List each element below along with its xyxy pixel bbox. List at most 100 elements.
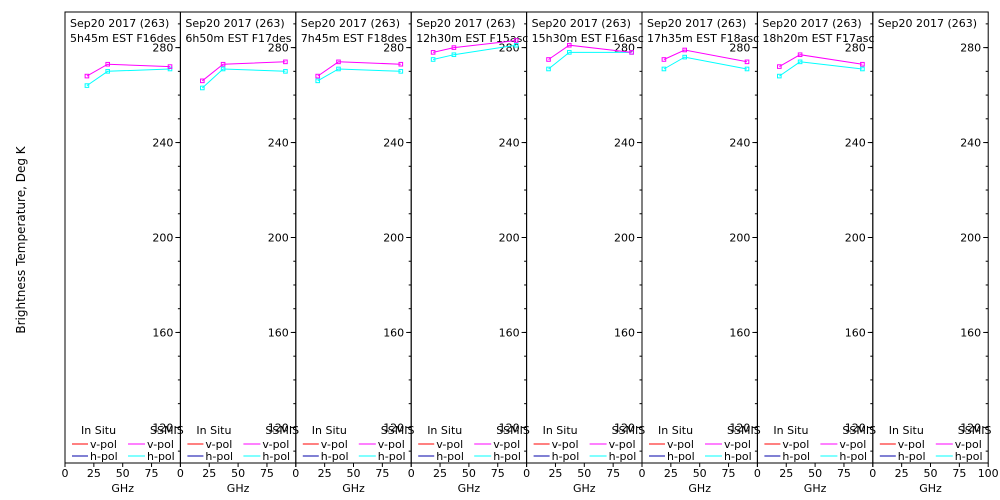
ssmis_h-point — [336, 66, 341, 72]
y-tick-label: 120 — [729, 421, 750, 434]
ssmis_h-line — [201, 68, 286, 89]
x-tick-label: 25 — [664, 467, 678, 480]
ssmis_h-point — [661, 66, 667, 72]
ssmis_h-point — [513, 42, 519, 48]
ssmis_h-point — [220, 66, 226, 72]
ssmis_v-line — [548, 44, 632, 60]
x-axis-label: GHz — [111, 482, 134, 495]
x-tick-label: 75 — [837, 467, 851, 480]
legend-insitu-v-label: v-pol — [321, 438, 348, 451]
x-tick-label: 75 — [722, 467, 736, 480]
panel-date: Sep20 2017 (263) — [532, 17, 631, 30]
x-axis-label: GHz — [458, 482, 481, 495]
ssmis_v-point — [682, 47, 687, 53]
y-tick-label: 240 — [960, 137, 981, 150]
y-tick-label: 120 — [845, 421, 866, 434]
ssmis_h-line — [548, 51, 632, 70]
y-tick-label: 160 — [383, 326, 404, 339]
ssmis_h-point — [200, 85, 205, 91]
legend-insitu-h-label: h-pol — [205, 450, 233, 463]
ssmis_v-point — [629, 50, 634, 55]
ssmis_v-point — [398, 61, 404, 67]
x-tick-label: 75 — [952, 467, 966, 480]
x-tick-label: 50 — [347, 467, 361, 480]
ssmis_v-point — [105, 61, 110, 67]
ssmis_v-point — [200, 78, 205, 84]
panel-1: Sep20 2017 (263) 5h45m EST F16des 120 160 20… — [62, 11, 184, 495]
panel-6: Sep20 2017 (263) 17h35m EST F18asc 120 160 2… — [639, 11, 761, 495]
legend-ssmis-h-label: h-pol — [147, 450, 175, 463]
ssmis_v-point — [661, 57, 667, 62]
x-tick-label: 0 — [177, 467, 184, 480]
ssmis_v-point — [546, 57, 551, 62]
x-tick-label: 25 — [87, 467, 101, 480]
ssmis_v-point — [744, 59, 750, 65]
legend-ssmis-header: SSMIS — [381, 424, 415, 437]
ssmis_h-point — [566, 50, 572, 55]
x-tick-label: 75 — [606, 467, 620, 480]
x-tick-label: 25 — [202, 467, 216, 480]
ssmis_h-point — [777, 73, 782, 79]
legend-insitu-header: In Situ — [543, 424, 578, 437]
legend-ssmis-header: SSMIS — [727, 424, 761, 437]
legend-ssmis-header: SSMIS — [612, 424, 646, 437]
x-tick-label: 0 — [869, 467, 876, 480]
panel-time-sat: 6h50m EST F17des — [185, 32, 291, 45]
legend-ssmis-h-label: h-pol — [839, 450, 867, 463]
panel-date: Sep20 2017 (263) — [762, 17, 861, 30]
y-tick-label: 160 — [268, 326, 289, 339]
x-tick-label: 50 — [693, 467, 707, 480]
ssmis_h-point — [797, 59, 803, 65]
y-tick-label: 160 — [614, 326, 635, 339]
y-tick-label: 240 — [383, 137, 404, 150]
x-tick-label: 25 — [318, 467, 332, 480]
x-tick-label: 100 — [978, 467, 999, 480]
ssmis_h-point — [283, 69, 288, 74]
legend-insitu-header: In Situ — [773, 424, 808, 437]
ssmis_v-point — [84, 73, 90, 79]
legend-ssmis-v-label: v-pol — [839, 438, 866, 451]
panel-time-sat: 17h35m EST F18asc — [647, 32, 759, 45]
panel-date: Sep20 2017 (263) — [416, 17, 515, 30]
ssmis_h-line — [663, 56, 748, 70]
x-tick-label: 50 — [231, 467, 245, 480]
y-tick-label: 200 — [268, 232, 289, 245]
ssmis_v-line — [201, 61, 286, 82]
y-tick-label: 240 — [614, 137, 635, 150]
y-tick-label: 120 — [614, 421, 635, 434]
legend-insitu-h-label: h-pol — [90, 450, 118, 463]
panel-time-sat: 18h20m EST F17asc — [762, 32, 874, 45]
legend-ssmis-h-label: h-pol — [724, 450, 752, 463]
legend-insitu-h-label: h-pol — [898, 450, 926, 463]
x-tick-label: 75 — [491, 467, 505, 480]
ssmis_h-point — [167, 66, 173, 72]
legend-ssmis-header: SSMIS — [150, 424, 184, 437]
x-axis-label: GHz — [573, 482, 596, 495]
ssmis_h-point — [430, 57, 436, 62]
y-tick-label: 200 — [614, 232, 635, 245]
ssmis_h-point — [84, 83, 90, 88]
x-axis-label: GHz — [919, 482, 942, 495]
legend-insitu-header: In Situ — [889, 424, 924, 437]
x-tick-label: 0 — [292, 467, 299, 480]
legend-insitu-v-label: v-pol — [90, 438, 117, 451]
legend-ssmis-h-label: h-pol — [262, 450, 290, 463]
x-axis-label: GHz — [688, 482, 711, 495]
y-tick-label: 240 — [499, 137, 520, 150]
ssmis_v-point — [860, 61, 865, 67]
x-tick-label: 25 — [895, 467, 909, 480]
x-tick-label: 75 — [260, 467, 274, 480]
panel-date: Sep20 2017 (263) — [647, 17, 746, 30]
y-tick-label: 200 — [499, 232, 520, 245]
y-tick-label: 280 — [845, 42, 866, 55]
y-tick-label: 160 — [729, 326, 750, 339]
y-tick-label: 200 — [383, 232, 404, 245]
x-axis-label: GHz — [227, 482, 250, 495]
y-tick-label: 160 — [499, 326, 520, 339]
panels-group: Sep20 2017 (263) 5h45m EST F16des 120 160 20… — [62, 11, 999, 495]
legend-insitu-v-label: v-pol — [898, 438, 925, 451]
panel-date: Sep20 2017 (263) — [70, 17, 169, 30]
legend-ssmis-v-label: v-pol — [955, 438, 982, 451]
panel-4: Sep20 2017 (263) 12h30m EST F15asc 120 160 2… — [408, 11, 530, 495]
